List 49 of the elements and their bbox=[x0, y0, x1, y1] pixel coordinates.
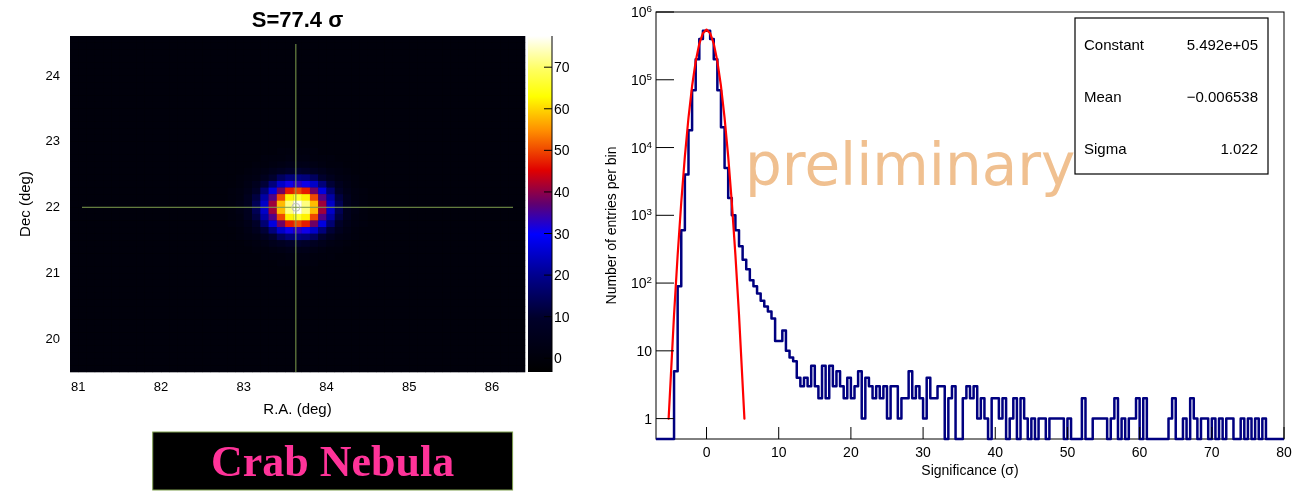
y-tick-label: 23 bbox=[45, 133, 60, 149]
x-axis-title: R.A. (deg) bbox=[263, 400, 332, 417]
y-tick-label: 1 bbox=[644, 410, 653, 427]
y-tick-label: 10$^{3}$ bbox=[630, 205, 653, 224]
x-tick-label: 84 bbox=[319, 379, 334, 394]
y-tick-label: 20 bbox=[45, 331, 60, 347]
x-tick-label: 0 bbox=[702, 444, 711, 460]
y-tick-label: 10 bbox=[636, 342, 653, 359]
annotation: 5.492e+05 bbox=[1186, 36, 1258, 53]
y-tick-label: 10$^{5}$ bbox=[630, 70, 653, 88]
annotation: −0.006538 bbox=[1186, 88, 1258, 105]
y-tick-label: 10$^{2}$ bbox=[630, 273, 652, 292]
text: Crab Nebula bbox=[211, 437, 455, 486]
y-tick-label: 22 bbox=[45, 199, 60, 215]
x-tick-label: 85 bbox=[401, 379, 417, 394]
chart-title: S=77.4 σ bbox=[251, 7, 344, 32]
x-axis-title: Significance (σ) bbox=[921, 462, 1019, 478]
x-tick-label: 50 bbox=[1059, 444, 1076, 460]
y-tick-label: 24 bbox=[45, 67, 60, 83]
annotation: Mean bbox=[1084, 88, 1122, 105]
x-tick-label: 10 bbox=[770, 444, 787, 460]
y-axis-title: Number of entries per bin bbox=[603, 146, 619, 305]
annotation: Constant bbox=[1084, 36, 1145, 53]
x-tick-label: 30 bbox=[915, 444, 932, 460]
y-tick-label: 10$^{4}$ bbox=[630, 138, 653, 156]
color-bar-label: 0 bbox=[554, 350, 562, 367]
color-bar-label: 50 bbox=[554, 142, 570, 159]
x-tick-label: 60 bbox=[1131, 444, 1148, 460]
x-tick-label: 80 bbox=[1276, 444, 1292, 460]
annotation: preliminary bbox=[745, 131, 1076, 199]
x-tick-label: 86 bbox=[484, 379, 500, 394]
x-tick-label: 81 bbox=[71, 379, 86, 394]
annotation: Sigma bbox=[1084, 140, 1128, 157]
x-tick-label: 20 bbox=[843, 444, 859, 460]
color-bar-label: 10 bbox=[554, 308, 570, 325]
y-tick-label: 21 bbox=[45, 265, 60, 281]
y-axis-title: Dec (deg) bbox=[16, 171, 33, 237]
x-tick-label: 83 bbox=[236, 379, 251, 394]
color-bar-label: 70 bbox=[554, 59, 570, 76]
x-tick-label: 70 bbox=[1204, 444, 1220, 460]
annotation: 1.022 bbox=[1220, 140, 1258, 157]
color-bar-label: 20 bbox=[554, 267, 570, 284]
color-bar-label: 40 bbox=[554, 183, 570, 200]
line-series bbox=[667, 28, 746, 420]
x-tick-label: 82 bbox=[153, 379, 169, 394]
color-bar-label: 60 bbox=[554, 100, 570, 117]
color-bar-label: 30 bbox=[554, 225, 570, 242]
y-tick-label: 10$^{6}$ bbox=[630, 2, 653, 20]
x-tick-label: 40 bbox=[987, 444, 1004, 460]
